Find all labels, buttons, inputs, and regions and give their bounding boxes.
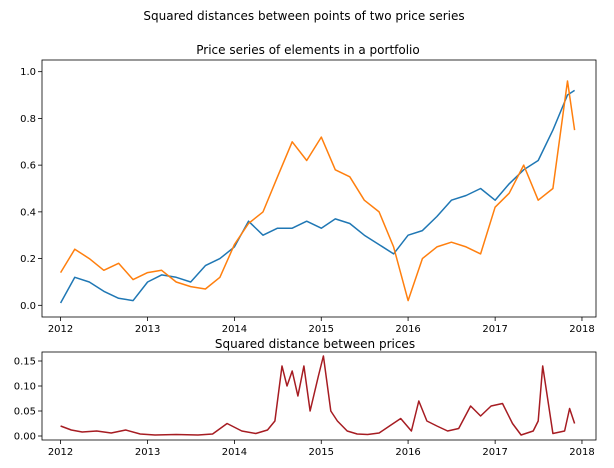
distance-chart-y-tick-label: 0.10 bbox=[14, 382, 36, 393]
distance-chart-y-tick-label: 0.15 bbox=[14, 357, 36, 368]
distance-chart-series-0-line bbox=[60, 355, 576, 436]
distance-chart-y-tick-label: 0.05 bbox=[14, 407, 36, 418]
price-chart-x-axis: 2012 2013 2014 2015 2016 2017 2018 bbox=[48, 317, 595, 335]
price-chart-x-tick-label: 2016 bbox=[395, 324, 420, 335]
distance-chart-x-tick-label: 2018 bbox=[569, 447, 594, 458]
price-chart-title: Price series of elements in a portfolio bbox=[196, 43, 419, 57]
price-chart-y-tick-label: 0.6 bbox=[20, 161, 36, 172]
distance-chart-y-tick-label: 0.00 bbox=[14, 432, 36, 443]
price-chart-y-axis: 0.0 0.2 0.4 0.6 0.8 1.0 bbox=[20, 67, 42, 312]
distance-chart-x-tick-label: 2015 bbox=[309, 447, 334, 458]
distance-chart-frame bbox=[41, 351, 597, 441]
distance-chart-title: Squared distance between prices bbox=[215, 337, 415, 351]
distance-chart-x-tick-label: 2017 bbox=[482, 447, 507, 458]
price-chart-lines bbox=[59, 80, 576, 304]
distance-chart-x-axis: 2012 2013 2014 2015 2016 2017 2018 bbox=[48, 440, 595, 458]
price-chart-y-tick-label: 0.0 bbox=[20, 301, 36, 312]
price-chart-y-tick-label: 0.2 bbox=[20, 254, 36, 265]
distance-chart-y-axis: 0.00 0.05 0.10 0.15 bbox=[14, 357, 42, 443]
price-chart-x-tick-label: 2013 bbox=[135, 324, 160, 335]
price-chart-y-tick-label: 0.4 bbox=[20, 207, 36, 218]
distance-chart-x-tick-label: 2013 bbox=[135, 447, 160, 458]
price-chart: Price series of elements in a portfolio … bbox=[20, 43, 597, 335]
distance-chart-x-tick-label: 2014 bbox=[222, 447, 247, 458]
distance-chart-x-tick-label: 2016 bbox=[395, 447, 420, 458]
price-chart-y-tick-label: 0.8 bbox=[20, 114, 36, 125]
price-chart-x-tick-label: 2017 bbox=[482, 324, 507, 335]
distance-chart: Squared distance between prices 2012 2013… bbox=[14, 337, 597, 458]
price-chart-x-tick-label: 2012 bbox=[48, 324, 73, 335]
price-chart-series-0-line bbox=[59, 89, 576, 304]
price-chart-x-tick-label: 2018 bbox=[569, 324, 594, 335]
price-chart-x-tick-label: 2015 bbox=[309, 324, 334, 335]
price-chart-series-1-line bbox=[59, 80, 576, 302]
distance-chart-lines bbox=[60, 355, 576, 436]
figure-title: Squared distances between points of two … bbox=[143, 9, 464, 23]
price-chart-frame bbox=[41, 59, 597, 318]
price-chart-y-tick-label: 1.0 bbox=[20, 67, 36, 78]
price-chart-x-tick-label: 2014 bbox=[222, 324, 247, 335]
distance-chart-x-tick-label: 2012 bbox=[48, 447, 73, 458]
